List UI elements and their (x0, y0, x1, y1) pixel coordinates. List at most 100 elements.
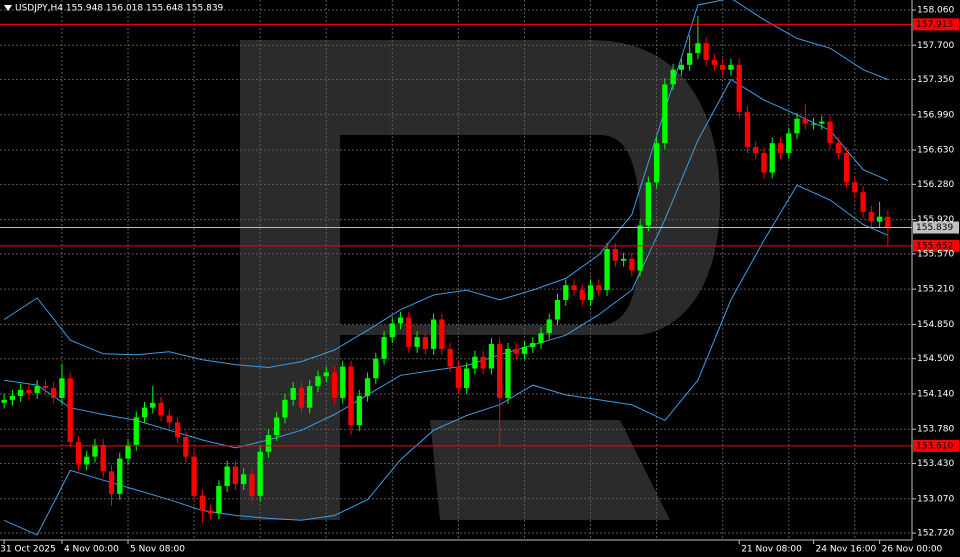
candle-body (340, 366, 346, 398)
candle-body (216, 486, 222, 514)
y-tick-label: 153.070 (917, 494, 954, 504)
candle-body (141, 407, 148, 418)
grid (0, 0, 912, 540)
x-tick-label: 31 Oct 2025 (0, 545, 56, 555)
candle-body (513, 348, 519, 354)
candle-body (34, 386, 40, 393)
candle-body (348, 366, 354, 426)
candle-body (447, 348, 453, 367)
candle-body (389, 323, 395, 338)
candle-body (75, 441, 82, 465)
candle-body (728, 64, 734, 70)
candle-body (620, 258, 627, 261)
y-tick-label: 152.720 (917, 529, 954, 539)
candle-body (92, 444, 98, 457)
price-level-tag (913, 221, 959, 234)
candle-body (257, 451, 263, 496)
y-tick-label: 157.350 (917, 75, 954, 85)
candle-body (430, 319, 437, 349)
y-tick-label: 153.430 (917, 459, 954, 469)
candle-body (158, 402, 164, 416)
candle-body (670, 69, 676, 85)
candle-body (612, 248, 618, 261)
candle-body (84, 456, 90, 465)
y-tick-label: 154.500 (917, 354, 954, 364)
candle-body (59, 378, 65, 398)
candle-body (720, 64, 726, 70)
candle-body (232, 466, 239, 485)
candle-body (753, 147, 759, 153)
bollinger-band (3, 184, 889, 536)
candle-body (703, 43, 709, 60)
candle-body (439, 319, 445, 349)
candle-body (554, 299, 561, 320)
candle-body (249, 474, 255, 496)
candle-body (224, 466, 230, 487)
candle-body (835, 143, 841, 153)
candle-body (18, 390, 24, 396)
candle-body (166, 415, 172, 423)
candle-body (794, 118, 800, 134)
y-tick-label: 156.990 (917, 110, 954, 120)
candle-body (711, 59, 718, 65)
candle-body (563, 285, 569, 300)
candle-body (67, 378, 73, 442)
price-level-tag (913, 239, 959, 252)
candle-body (876, 216, 883, 222)
candle-body (290, 388, 296, 400)
candle-body (199, 495, 205, 511)
candle-body (108, 471, 115, 494)
candle-body (497, 344, 503, 398)
y-tick-label: 153.780 (917, 425, 954, 435)
candle-body (678, 64, 685, 70)
candle-body (174, 422, 181, 438)
candle-body (885, 216, 891, 228)
candle-body (810, 123, 817, 125)
candle-body (9, 395, 16, 400)
candle-body (662, 84, 668, 144)
candle-body (629, 258, 635, 271)
candle-body (207, 510, 214, 514)
x-tick-label: 26 Nov 00:00 (882, 545, 943, 555)
candle-body (530, 343, 536, 347)
candle-body (827, 121, 833, 144)
candle-body (819, 121, 825, 124)
candle-body (191, 456, 197, 496)
candle-body (860, 192, 866, 212)
candle-body (744, 111, 751, 148)
candle-body (364, 378, 371, 396)
candle-body (596, 285, 602, 291)
y-tick-label: 154.140 (917, 389, 954, 399)
candle-body (406, 317, 412, 347)
candle-body (282, 399, 288, 418)
candle-body (307, 386, 313, 408)
price-level-label: 157.913 (916, 20, 953, 30)
price-level-label: 153.610 (916, 441, 953, 451)
y-tick-label: 156.630 (917, 146, 954, 156)
candle-body (687, 53, 693, 65)
price-level-tag (913, 439, 959, 452)
y-tick-label: 155.210 (917, 285, 954, 295)
candle-body (786, 133, 792, 153)
candle-body (414, 337, 420, 347)
price-level-label: 155.839 (916, 223, 953, 233)
candle-body (579, 290, 585, 300)
candle-body (133, 417, 139, 445)
symbol-arrow (4, 5, 12, 11)
candle-body (505, 348, 511, 398)
candle-body (455, 366, 462, 389)
candle-body (843, 152, 850, 183)
candle-body (373, 358, 379, 379)
candle-body (356, 395, 362, 426)
candle-body (695, 43, 701, 54)
candle-body (100, 444, 106, 472)
y-tick-label: 157.700 (917, 41, 954, 51)
candle-body (315, 376, 321, 387)
candle-body (265, 435, 272, 452)
candle-body (587, 285, 594, 300)
axes: 158.060 157.700 157.350 156.990 156.630 156.2… (0, 5, 954, 554)
y-tick-label: 156.280 (917, 180, 954, 190)
y-tick-label: 155.920 (917, 215, 954, 225)
candle-body (125, 444, 131, 459)
